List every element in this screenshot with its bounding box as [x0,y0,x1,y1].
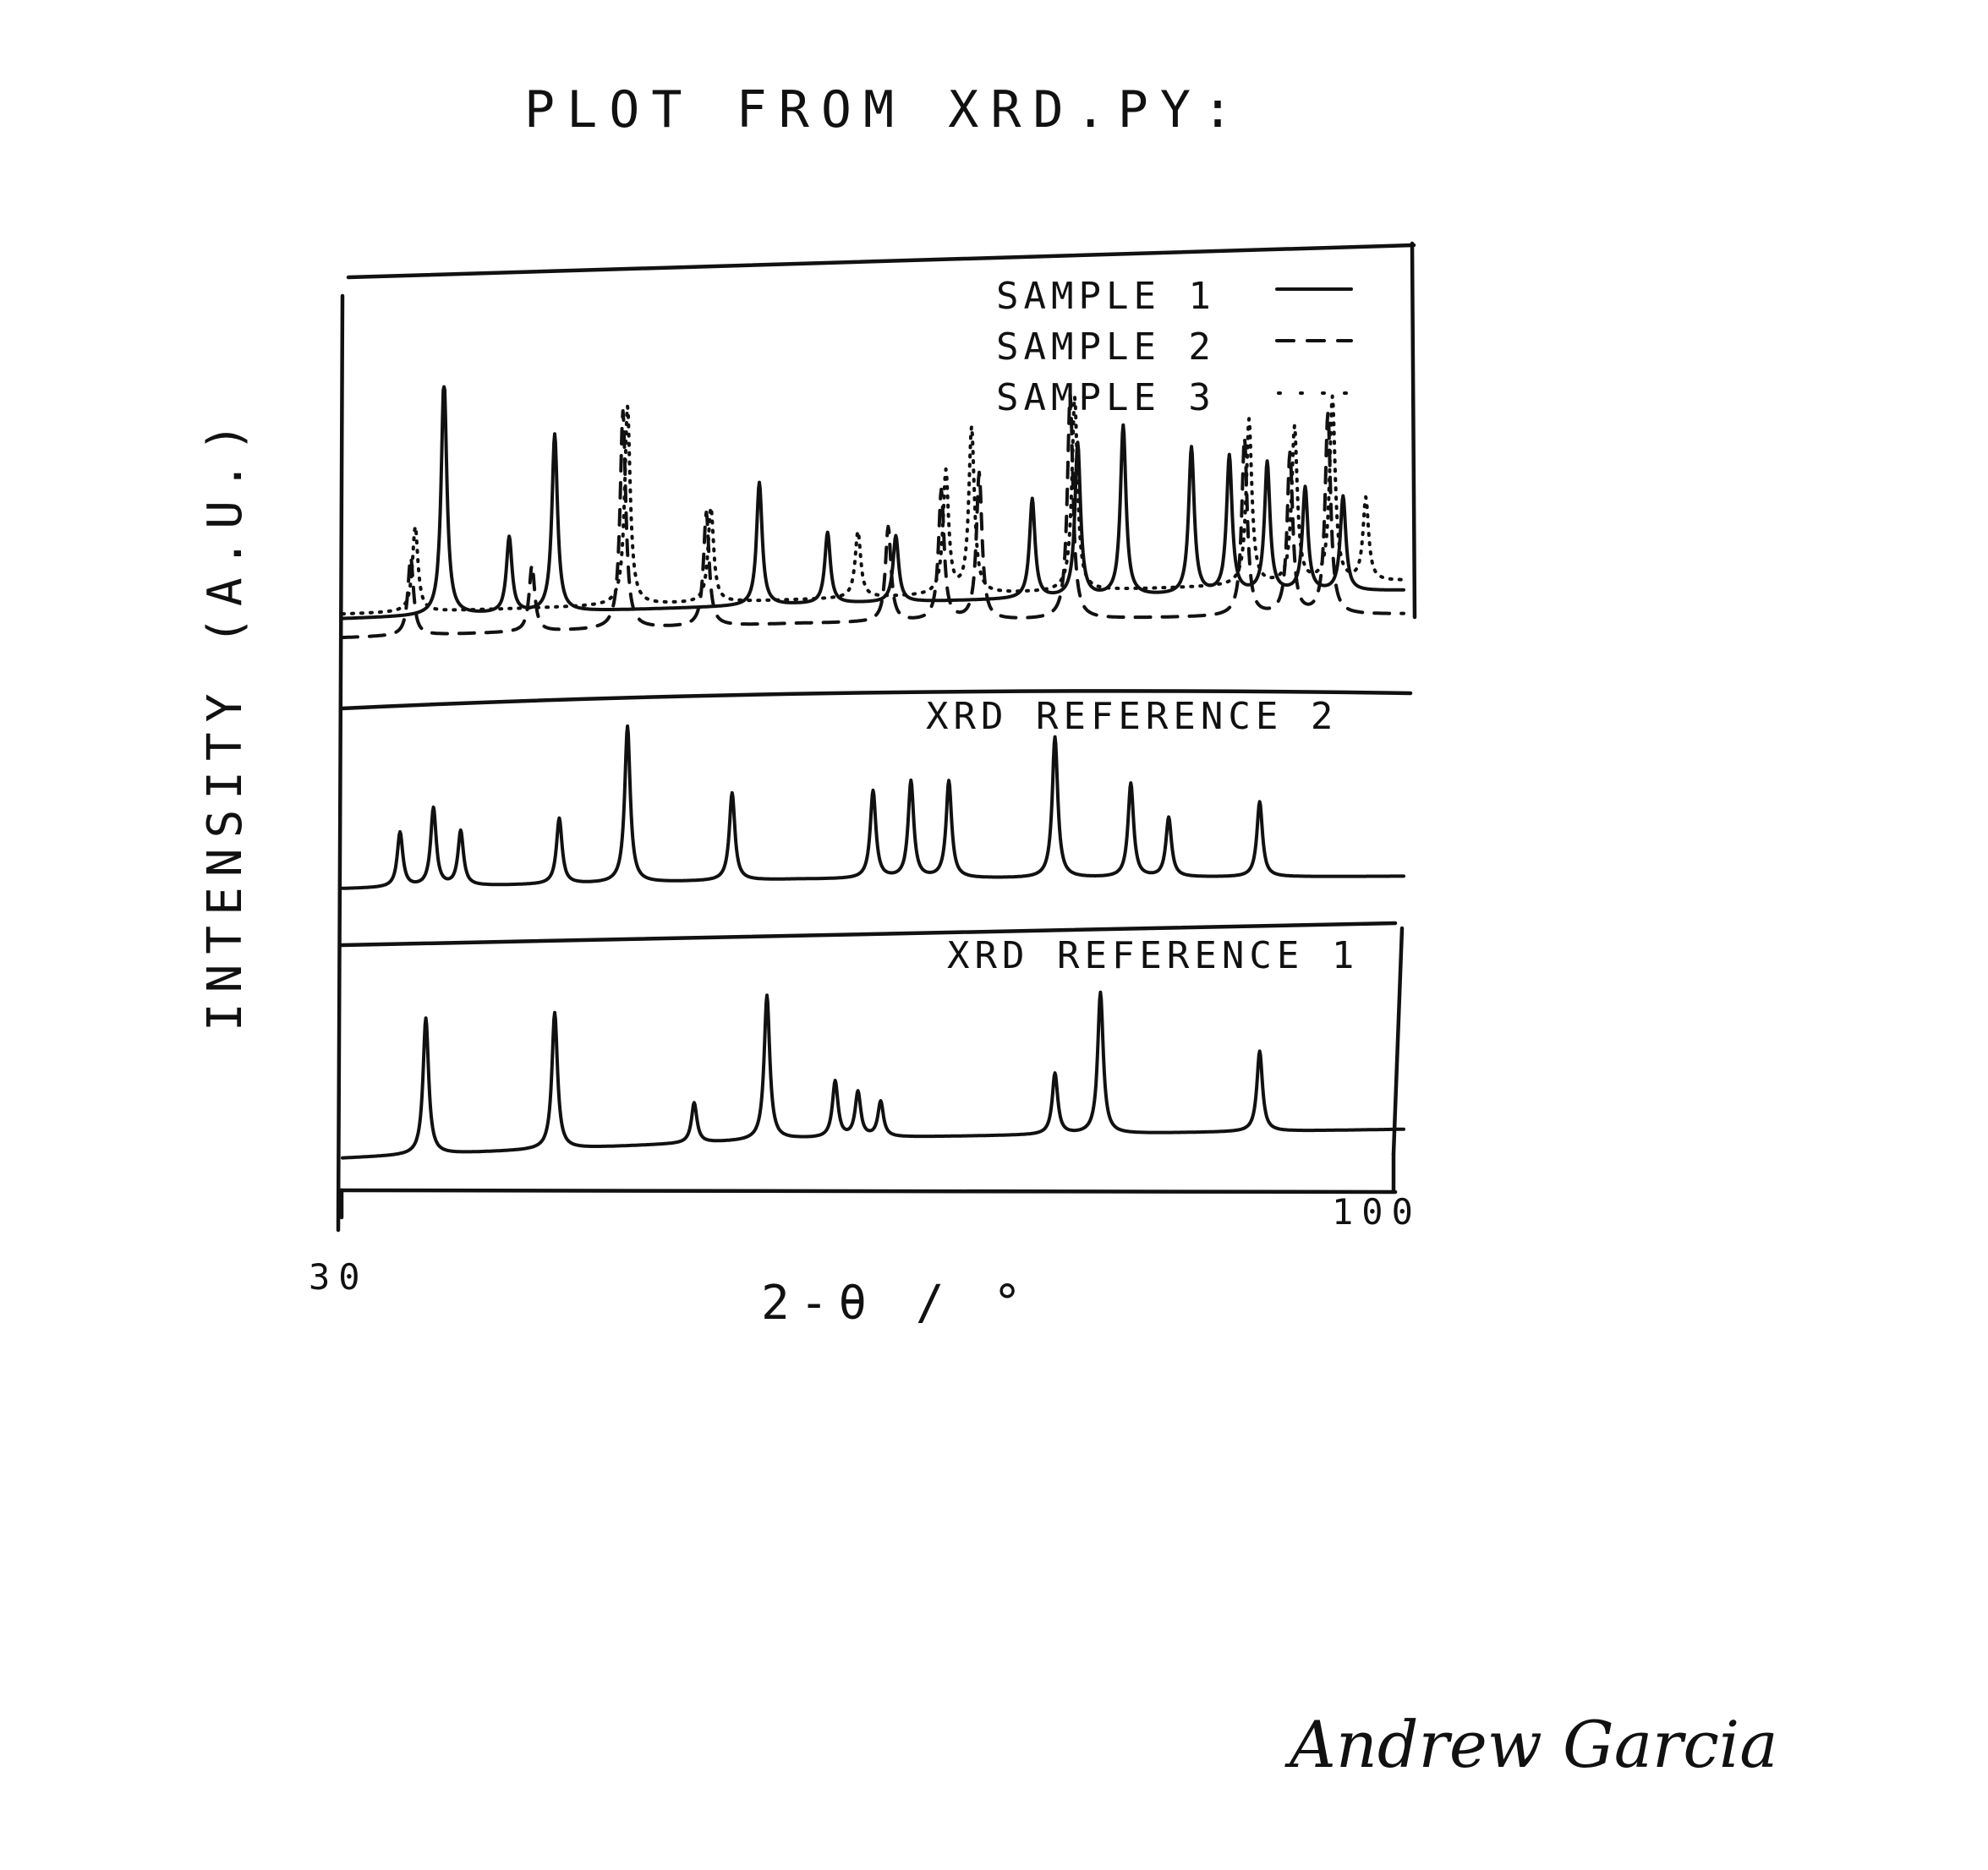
series-line-reference-1-1 [341,990,1405,1160]
panel-label-reference-2: XRD REFERENCE 2 [926,695,1338,738]
plot-title: PLOT FROM XRD.PY: [524,80,1245,139]
plot-frame [336,241,1417,1233]
legend: SAMPLE 1 SAMPLE 2 SAMPLE 3 [996,275,1353,419]
signature: Andrew Garcia [1284,1707,1778,1782]
x-tick-label-100: 100 [1332,1191,1421,1233]
series-line-samples-3 [341,394,1405,616]
legend-label-sample-3: SAMPLE 3 [996,376,1216,419]
panel-samples [341,385,1405,640]
panel-separators [339,689,1413,1156]
x-axis: 30 100 2-θ / ° [309,1151,1421,1331]
series-line-samples-1 [341,385,1405,621]
x-axis-label: 2-θ / ° [761,1276,1032,1331]
series-line-samples-2 [341,392,1405,640]
x-tick-label-30: 30 [309,1256,369,1298]
panel-reference-2 [341,724,1405,890]
series-line-reference-2-1 [341,724,1405,890]
panel-label-reference-1: XRD REFERENCE 1 [947,934,1359,977]
legend-label-sample-2: SAMPLE 2 [996,325,1216,369]
y-axis-label: INTENSITY (A.U.) [198,413,253,1031]
legend-label-sample-1: SAMPLE 1 [996,275,1216,318]
panel-reference-1 [341,990,1405,1160]
